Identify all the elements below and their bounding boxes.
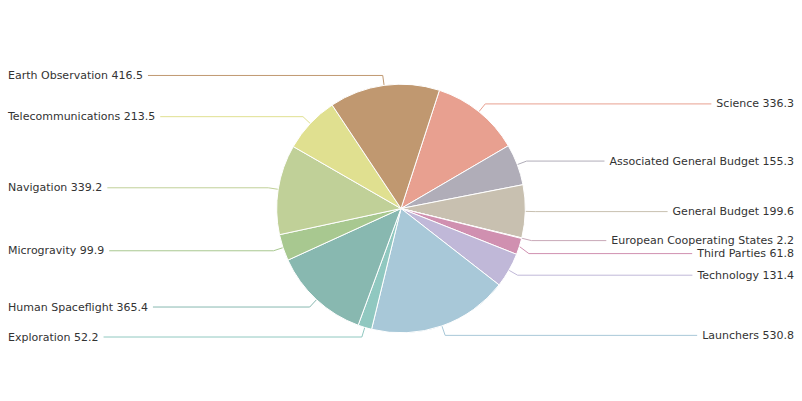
- svg-text:General Budget 199.6: General Budget 199.6: [673, 205, 794, 218]
- svg-text:Associated General Budget 155.: Associated General Budget 155.3: [609, 155, 794, 168]
- svg-text:Technology 131.4: Technology 131.4: [696, 269, 794, 282]
- svg-text:Science 336.3: Science 336.3: [716, 97, 794, 110]
- svg-text:Launchers 530.8: Launchers 530.8: [702, 329, 794, 342]
- svg-text:Exploration 52.2: Exploration 52.2: [8, 331, 99, 344]
- svg-text:Human Spaceflight 365.4: Human Spaceflight 365.4: [8, 301, 148, 314]
- svg-text:Microgravity 99.9: Microgravity 99.9: [8, 244, 104, 257]
- svg-text:Navigation 339.2: Navigation 339.2: [8, 181, 102, 194]
- svg-text:European Cooperating States 2.: European Cooperating States 2.2: [611, 234, 794, 247]
- svg-text:Earth Observation 416.5: Earth Observation 416.5: [8, 69, 143, 82]
- svg-text:Third Parties 61.8: Third Parties 61.8: [696, 247, 794, 260]
- svg-text:Telecommunications 213.5: Telecommunications 213.5: [7, 110, 155, 123]
